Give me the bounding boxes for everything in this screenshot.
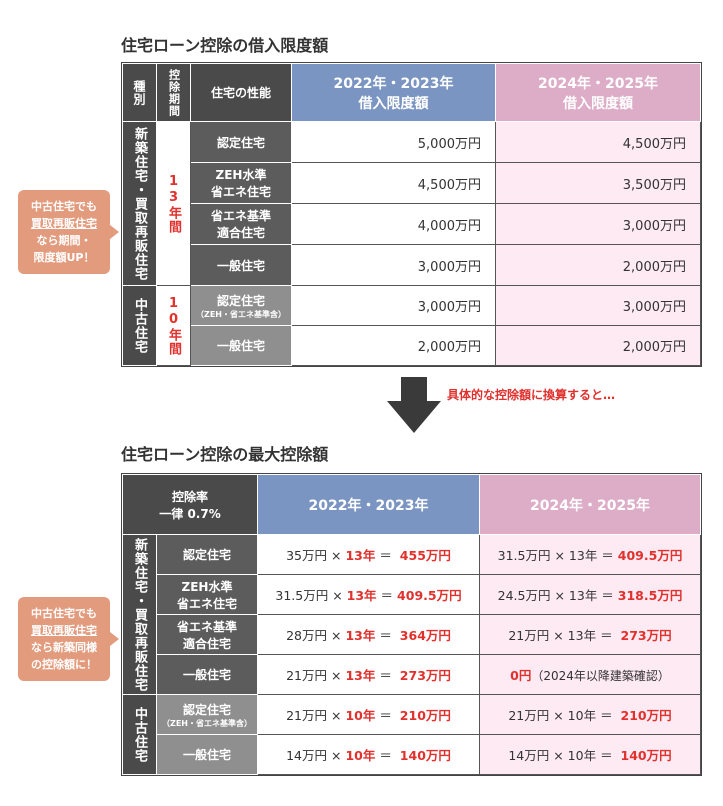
deduction-a: 35万円 × 13年 ＝ 455万円 — [257, 534, 480, 575]
limit-a: 3,000万円 — [291, 285, 496, 326]
deduction-a: 31.5万円 × 13年 ＝ 409.5万円 — [257, 574, 480, 615]
limit-a: 3,000万円 — [291, 244, 496, 286]
deduction-a: 21万円 × 10年 ＝ 210万円 — [257, 694, 480, 735]
row-type: 省エネ基準 適合住宅 — [156, 614, 258, 655]
callout-bubble-1: 中古住宅でも 買取再販住宅 なら期間・ 限度額UP！ — [18, 190, 119, 274]
deduction-b: 21万円 × 13年 ＝ 273万円 — [479, 614, 701, 655]
row-type: 認定住宅 （ZEH・省エネ基準含） — [190, 285, 292, 326]
limit-b: 4,500万円 — [495, 121, 701, 163]
deduction-b: 24.5万円 × 13年 ＝ 318.5万円 — [479, 574, 701, 615]
transition-note: 具体的な控除額に換算すると… — [447, 388, 616, 402]
deduction-a: 21万円 × 13年 ＝ 273万円 — [257, 654, 480, 695]
col-b-header: 2024年・2025年 — [479, 474, 701, 535]
row-type: 一般住宅 — [190, 244, 292, 286]
limit-a: 5,000万円 — [291, 121, 496, 163]
row-type: 認定住宅 — [156, 534, 258, 575]
used-housing-group: 中古住宅 — [122, 285, 157, 366]
used-housing-group: 中古住宅 — [122, 694, 157, 775]
limit-b: 3,000万円 — [495, 203, 701, 245]
table2-title: 住宅ローン控除の最大控除額 — [121, 445, 329, 464]
deduction-a: 28万円 × 13年 ＝ 364万円 — [257, 614, 480, 655]
row-type: 認定住宅 — [190, 121, 292, 163]
col-a-header: 2022年・2023年 — [257, 474, 480, 535]
limit-b: 3,000万円 — [495, 285, 701, 326]
table1-title: 住宅ローン控除の借入限度額 — [121, 36, 329, 55]
limit-b: 3,500万円 — [495, 162, 701, 204]
row-type: 一般住宅 — [156, 654, 258, 695]
row-type: 一般住宅 — [156, 734, 258, 775]
limit-a: 2,000万円 — [291, 325, 496, 366]
callout-bubble-2: 中古住宅でも 買取再販住宅 なら新築同様 の控除額に！ — [18, 597, 119, 681]
row-type: 認定住宅 （ZEH・省エネ基準含） — [156, 694, 258, 735]
deduction-b: 0円（2024年以降建築確認） — [479, 654, 701, 695]
down-arrow-icon — [387, 377, 441, 433]
period-header: 控除期間 — [156, 63, 191, 122]
col-b-header: 2024年・2025年 借入限度額 — [495, 63, 701, 122]
new-housing-group: 新築住宅・買取再販住宅 — [122, 121, 157, 286]
deduction-a: 14万円 × 10年 ＝ 140万円 — [257, 734, 480, 775]
max-deduction-table: 控除率 一律 0.7% 2022年・2023年 2024年・2025年 新築住宅・… — [121, 473, 702, 776]
limit-a: 4,000万円 — [291, 203, 496, 245]
used-period: 10年間 — [156, 285, 191, 366]
performance-header: 住宅の性能 — [190, 63, 292, 122]
deduction-b: 31.5万円 × 13年 ＝ 409.5万円 — [479, 534, 701, 575]
row-type: 省エネ基準 適合住宅 — [190, 203, 292, 245]
new-period: 13年間 — [156, 121, 191, 286]
deduction-b: 14万円 × 10年 ＝ 140万円 — [479, 734, 701, 775]
deduction-b: 21万円 × 10年 ＝ 210万円 — [479, 694, 701, 735]
limit-b: 2,000万円 — [495, 244, 701, 286]
limit-b: 2,000万円 — [495, 325, 701, 366]
limit-a: 4,500万円 — [291, 162, 496, 204]
borrowing-limit-table: 種別 控除期間 住宅の性能 2022年・2023年 借入限度額 2024年・202… — [121, 62, 702, 367]
row-type: 一般住宅 — [190, 325, 292, 366]
col-a-header: 2022年・2023年 借入限度額 — [291, 63, 496, 122]
rate-header: 控除率 一律 0.7% — [122, 474, 258, 535]
row-type: ZEH水準 省エネ住宅 — [190, 162, 292, 204]
row-type: ZEH水準 省エネ住宅 — [156, 574, 258, 615]
kind-header: 種別 — [122, 63, 157, 122]
new-housing-group: 新築住宅・買取再販住宅 — [122, 534, 157, 695]
